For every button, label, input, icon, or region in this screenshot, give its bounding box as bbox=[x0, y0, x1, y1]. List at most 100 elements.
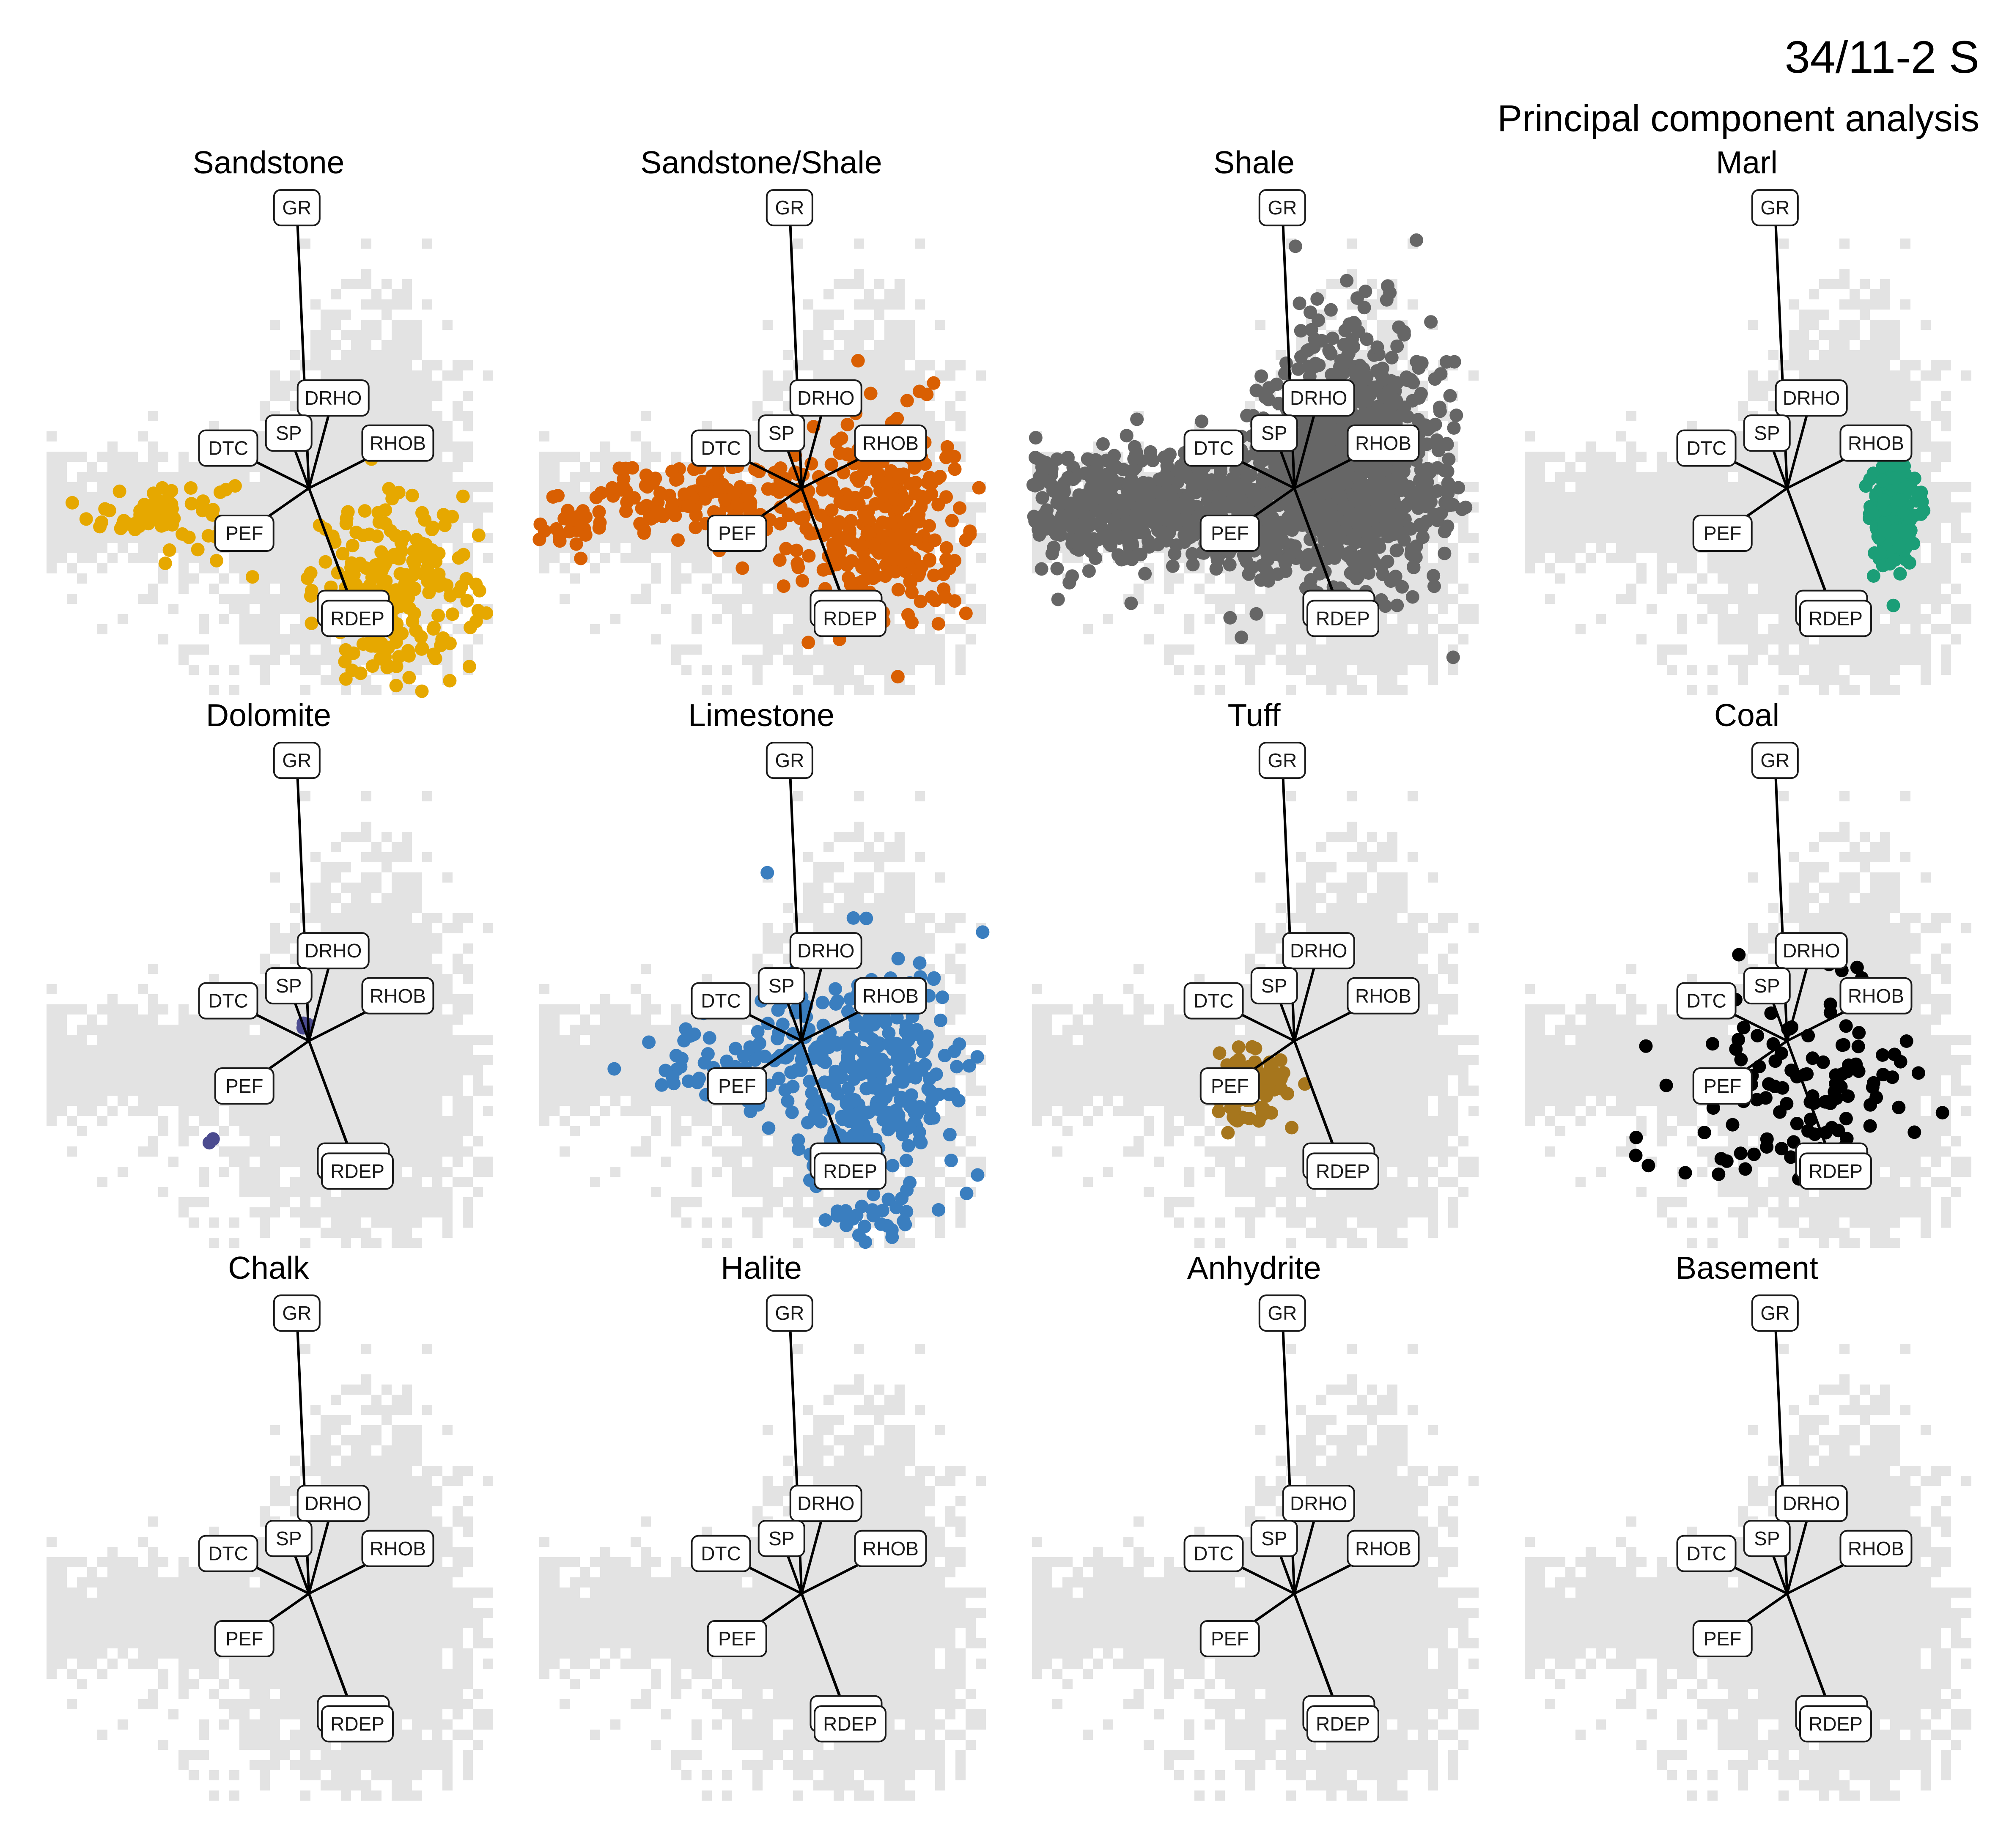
density-cell bbox=[610, 452, 620, 462]
density-cell bbox=[280, 584, 290, 594]
density-cell bbox=[239, 492, 250, 502]
density-cell bbox=[905, 350, 915, 360]
density-cell bbox=[925, 411, 935, 421]
density-cell bbox=[874, 340, 884, 350]
density-cell bbox=[402, 513, 412, 523]
density-cell bbox=[260, 472, 270, 482]
data-point bbox=[345, 556, 359, 570]
density-cell bbox=[763, 644, 773, 655]
density-cell bbox=[1448, 573, 1458, 584]
data-point bbox=[1342, 317, 1356, 331]
data-point bbox=[589, 491, 603, 504]
density-cell bbox=[453, 523, 463, 533]
density-cell bbox=[290, 553, 300, 563]
density-cell bbox=[844, 665, 854, 675]
data-point bbox=[1096, 437, 1110, 451]
data-point bbox=[1089, 453, 1103, 467]
density-cell bbox=[712, 594, 722, 604]
density-cell bbox=[651, 543, 661, 553]
data-point bbox=[1434, 367, 1448, 381]
density-cell bbox=[250, 624, 260, 634]
density-cell bbox=[539, 553, 549, 563]
density-cell bbox=[813, 360, 823, 370]
density-cell bbox=[310, 665, 321, 675]
data-point bbox=[929, 594, 943, 608]
density-cell bbox=[783, 594, 793, 604]
density-cell bbox=[854, 340, 864, 350]
density-cell bbox=[915, 360, 925, 370]
density-cell bbox=[763, 320, 773, 330]
data-point bbox=[1438, 546, 1452, 560]
density-cell bbox=[1164, 655, 1174, 665]
density-cell bbox=[331, 665, 341, 675]
density-cell bbox=[1397, 644, 1408, 655]
density-cell bbox=[884, 594, 895, 604]
data-point bbox=[1433, 400, 1446, 414]
density-cell bbox=[773, 644, 783, 655]
loading-label: DTC bbox=[691, 429, 751, 467]
density-cell bbox=[1438, 563, 1448, 573]
density-cell bbox=[47, 431, 57, 441]
density-cell bbox=[1235, 594, 1245, 604]
density-cell bbox=[77, 472, 87, 482]
density-cell bbox=[590, 543, 600, 553]
density-cell bbox=[270, 624, 280, 634]
density-cell bbox=[763, 573, 773, 584]
density-cell bbox=[412, 472, 422, 482]
density-cell bbox=[371, 299, 381, 310]
density-cell bbox=[935, 513, 945, 523]
density-cell bbox=[834, 279, 844, 289]
density-cell bbox=[1458, 634, 1468, 644]
density-cell bbox=[300, 513, 310, 523]
density-cell bbox=[549, 472, 560, 482]
density-cell bbox=[341, 310, 351, 320]
density-cell bbox=[453, 370, 463, 381]
density-cell bbox=[539, 563, 549, 573]
data-point bbox=[896, 555, 910, 569]
data-point bbox=[1223, 558, 1237, 572]
density-cell bbox=[331, 370, 341, 381]
density-cell bbox=[976, 533, 986, 543]
density-cell bbox=[310, 350, 321, 360]
loading-label: DRHO bbox=[296, 379, 370, 417]
density-cell bbox=[539, 462, 549, 472]
density-cell bbox=[422, 370, 432, 381]
density-cell bbox=[77, 553, 87, 563]
density-cell bbox=[844, 340, 854, 350]
data-point bbox=[201, 529, 215, 543]
density-cell bbox=[158, 634, 168, 644]
density-cell bbox=[300, 604, 310, 614]
data-point bbox=[861, 526, 875, 539]
density-cell bbox=[361, 543, 371, 553]
data-point bbox=[1107, 449, 1121, 463]
density-cell bbox=[884, 289, 895, 299]
density-cell bbox=[702, 665, 712, 675]
density-cell bbox=[138, 594, 148, 604]
data-point bbox=[897, 516, 911, 530]
density-cell bbox=[371, 391, 381, 401]
density-cell bbox=[1377, 320, 1387, 330]
density-cell bbox=[1367, 644, 1377, 655]
density-cell bbox=[763, 391, 773, 401]
loading-label-text: PEF bbox=[225, 522, 263, 544]
density-cell bbox=[864, 299, 874, 310]
density-cell bbox=[752, 401, 763, 411]
density-cell bbox=[321, 502, 331, 513]
density-cell bbox=[321, 350, 331, 360]
loading-label-text: PEF bbox=[718, 522, 756, 544]
density-cell bbox=[1468, 604, 1479, 614]
data-point bbox=[445, 607, 459, 621]
density-cell bbox=[270, 391, 280, 401]
density-cell bbox=[270, 594, 280, 604]
density-cell bbox=[321, 655, 331, 665]
density-cell bbox=[280, 523, 290, 533]
density-cell bbox=[270, 452, 280, 462]
density-cell bbox=[884, 370, 895, 381]
density-cell bbox=[300, 523, 310, 533]
density-cell bbox=[118, 543, 128, 553]
data-point bbox=[206, 503, 220, 517]
density-cell bbox=[402, 391, 412, 401]
data-point bbox=[385, 492, 399, 506]
density-cell bbox=[77, 482, 87, 492]
data-point bbox=[681, 499, 695, 513]
